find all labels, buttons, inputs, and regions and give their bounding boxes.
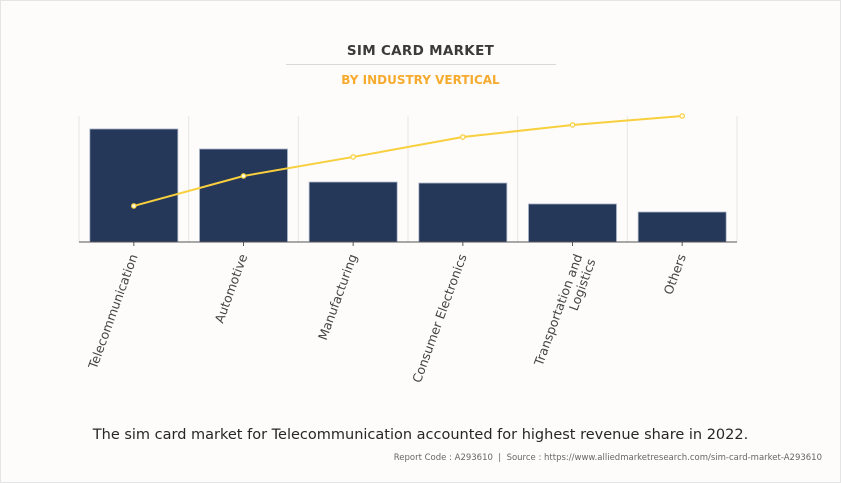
x-tick-label: Transportation andLogistics [531,252,599,374]
x-tick-label-line: Telecommunication [85,252,141,372]
trend-point [240,173,247,179]
source-line: Report Code : A293610 | Source : https:/… [393,453,822,463]
x-tick-label: Consumer Electronics [409,252,470,385]
bar-manufacturing [308,181,398,243]
bar-consumer-electronics [418,182,508,243]
trend-point [569,122,576,128]
trend-line-group [131,113,685,209]
bars [89,128,727,243]
bar-others [637,211,727,243]
x-tick-label: Others [661,252,689,297]
x-axis [79,241,737,246]
x-tick-label-line: Manufacturing [315,252,360,342]
x-tick-labels: Telecommunication Automotive Manufacturing… [85,252,689,385]
x-tick-label: Automotive [211,252,250,325]
gridlines [78,116,738,242]
chart-subtitle: BY INDUSTRY VERTICAL [341,73,500,87]
title-divider [286,64,556,65]
x-tick-label: Manufacturing [315,252,360,342]
trend-point [131,203,137,209]
x-tick-label-line: Others [661,252,689,297]
x-tick-label-line: Automotive [211,252,250,325]
trend-point [679,113,685,119]
x-tick-label-line: Consumer Electronics [409,252,470,385]
chart-caption: The sim card market for Telecommunicatio… [92,427,749,443]
x-tick-label: Telecommunication [85,252,141,372]
chart-title: SIM CARD MARKET [346,43,495,59]
trend-point [350,154,356,160]
bar-telecommunication [89,128,179,243]
bar-transportation-and-logistics [528,203,617,243]
trend-point [460,134,466,140]
bar-automotive [199,148,288,243]
trend-line [133,115,683,207]
